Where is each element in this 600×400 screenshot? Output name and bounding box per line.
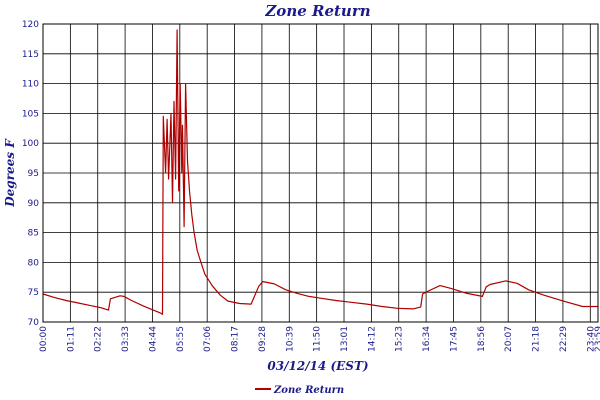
x-tick-label: 15:23: [395, 326, 405, 352]
x-tick-label: 11:50: [313, 326, 323, 352]
x-tick-label: 10:39: [285, 326, 295, 352]
y-tick-labels: 70 75 80 85 90 95 100 105 110 115 120: [22, 20, 39, 328]
x-axis-label: 03/12/14 (EST): [267, 359, 368, 373]
y-tick-label: 90: [28, 199, 40, 209]
x-tick-label: 17:45: [449, 326, 459, 352]
y-tick-label: 70: [28, 318, 40, 328]
y-tick-label: 115: [22, 50, 39, 60]
x-tick-label: 22:29: [559, 326, 569, 352]
chart-title: Zone Return: [264, 2, 370, 20]
series-line-zone-return: [42, 29, 598, 315]
y-tick-label: 100: [22, 139, 39, 149]
x-tick-label: 07:06: [203, 326, 213, 352]
x-tick-label: 08:17: [231, 326, 241, 352]
x-tick-label: 16:34: [422, 326, 432, 352]
x-tick-label: 04:44: [148, 326, 158, 352]
y-tick-label: 80: [28, 258, 40, 268]
y-tick-label: 95: [28, 169, 39, 179]
x-tick-label: 00:00: [39, 326, 49, 352]
x-tick-label: 20:07: [504, 326, 514, 352]
y-axis-label: Degrees F: [3, 138, 17, 208]
series-layer: [42, 29, 598, 315]
y-tick-label: 75: [28, 288, 39, 298]
x-tick-label: 09:28: [258, 326, 268, 352]
y-tick-label: 105: [22, 109, 39, 119]
y-tick-label: 85: [28, 229, 39, 239]
plot-frame: [42, 23, 599, 323]
x-tick-label: 03:33: [121, 326, 131, 352]
x-tick-label: 18:56: [477, 326, 487, 352]
x-tick-label: 13:01: [340, 326, 350, 352]
legend: Zone Return: [255, 385, 344, 396]
y-tick-label: 110: [22, 80, 39, 90]
legend-label: Zone Return: [273, 385, 344, 396]
x-tick-label: 05:55: [176, 326, 186, 352]
x-tick-label: 02:22: [94, 326, 104, 352]
x-tick-label: 23:40: [586, 326, 596, 352]
x-tick-labels: 00:00 01:11 02:22 03:33 04:44 05:55 07:06 08:17…: [39, 326, 600, 352]
y-tick-label: 120: [22, 20, 39, 30]
x-tick-label: 14:12: [367, 326, 377, 352]
x-tick-label: 23:59: [594, 326, 600, 352]
x-tick-label: 01:11: [66, 326, 76, 352]
x-tick-label: 21:18: [532, 326, 542, 352]
